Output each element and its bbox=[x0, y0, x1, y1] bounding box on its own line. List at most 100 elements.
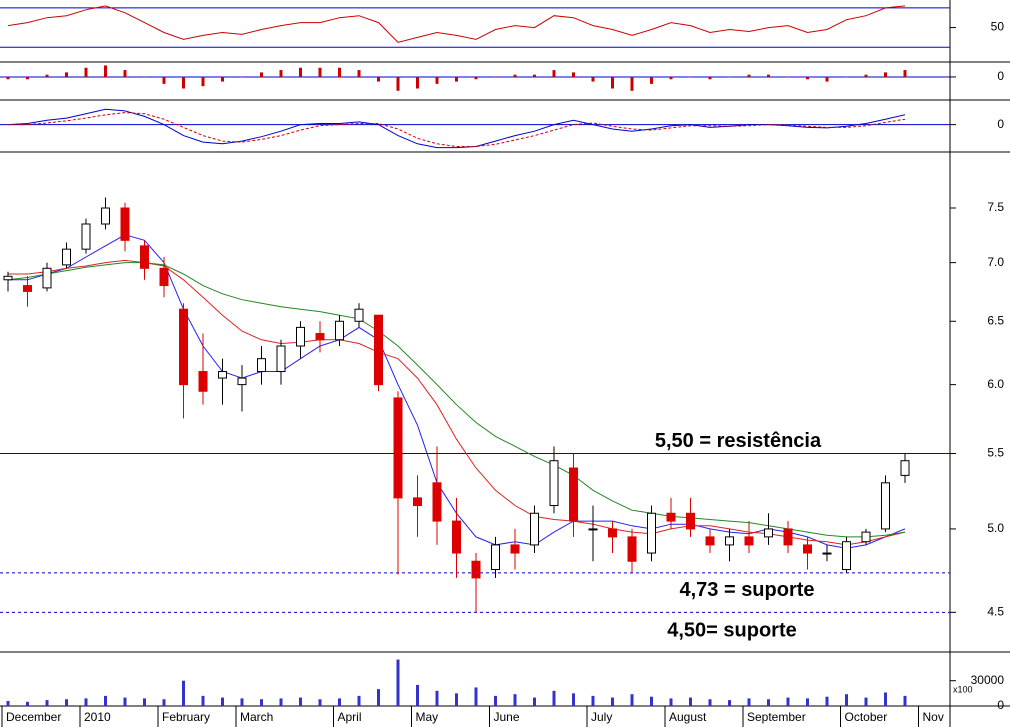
candle-body bbox=[179, 308, 188, 386]
candle-body bbox=[608, 528, 617, 538]
bar bbox=[318, 699, 322, 706]
x-tick-label: December bbox=[6, 710, 61, 724]
bar bbox=[416, 76, 419, 89]
candle-body bbox=[23, 285, 32, 292]
bar bbox=[864, 697, 868, 706]
bar bbox=[494, 76, 497, 78]
x-tick-label: October bbox=[845, 710, 888, 724]
bar bbox=[26, 701, 29, 706]
candle-body bbox=[354, 308, 364, 322]
bar bbox=[767, 74, 770, 77]
indicator-line bbox=[7, 5, 906, 43]
bar bbox=[572, 72, 575, 77]
bar bbox=[338, 698, 341, 706]
bar bbox=[279, 698, 283, 706]
bar bbox=[162, 76, 166, 84]
bar bbox=[825, 76, 829, 82]
bar bbox=[221, 76, 224, 82]
annotation: 4,50= suporte bbox=[667, 620, 797, 642]
bar bbox=[318, 67, 322, 77]
bar bbox=[357, 70, 361, 77]
bar bbox=[377, 689, 380, 706]
candle-body bbox=[452, 520, 461, 554]
candle-body bbox=[647, 512, 656, 554]
bar bbox=[611, 697, 614, 706]
y-tick-label: 6.0 bbox=[987, 377, 1004, 391]
bar bbox=[377, 76, 380, 82]
bar bbox=[299, 697, 302, 706]
bar bbox=[630, 694, 634, 706]
candle-body bbox=[218, 371, 227, 379]
y-tick-label: 30000 bbox=[971, 673, 1005, 687]
bar bbox=[845, 76, 848, 78]
y-tick-label: 5.0 bbox=[987, 521, 1004, 535]
bar bbox=[455, 76, 458, 82]
y-tick-label: 7.0 bbox=[987, 255, 1004, 269]
bar bbox=[201, 695, 205, 706]
candle-body bbox=[432, 482, 442, 522]
bar bbox=[474, 687, 478, 706]
bar bbox=[338, 67, 341, 77]
bar bbox=[65, 699, 68, 706]
bar bbox=[903, 70, 907, 77]
bar bbox=[786, 76, 790, 78]
bar bbox=[45, 700, 49, 706]
candle-body bbox=[237, 377, 247, 386]
bar bbox=[45, 74, 49, 77]
candle-body bbox=[198, 371, 208, 392]
candle-body bbox=[861, 531, 871, 543]
x-tick-label: March bbox=[240, 710, 273, 724]
candle-body bbox=[374, 314, 383, 386]
y-tick-label: 50 bbox=[991, 20, 1005, 34]
bar bbox=[689, 76, 692, 78]
candle-body bbox=[842, 541, 851, 571]
bar bbox=[767, 699, 770, 706]
bar bbox=[435, 76, 439, 84]
candle-body bbox=[744, 536, 754, 546]
bar bbox=[84, 698, 88, 706]
y-tick-label: 0 bbox=[997, 117, 1004, 131]
bar bbox=[650, 76, 653, 84]
y-tick-label: 5.5 bbox=[987, 446, 1004, 460]
x-tick-label: July bbox=[591, 710, 612, 724]
bar bbox=[903, 695, 907, 706]
bar bbox=[825, 696, 829, 706]
candle-body bbox=[335, 320, 344, 341]
bar bbox=[864, 74, 868, 77]
candle-body bbox=[315, 333, 325, 341]
bar bbox=[669, 698, 673, 706]
bar bbox=[65, 72, 68, 77]
candle-body bbox=[393, 397, 403, 499]
candle-body bbox=[62, 248, 71, 266]
annotation: 5,50 = resistência bbox=[655, 430, 822, 452]
x-tick-label: May bbox=[416, 710, 439, 724]
bar bbox=[728, 76, 731, 78]
bar bbox=[84, 67, 88, 77]
bar bbox=[630, 76, 634, 91]
bar bbox=[845, 694, 848, 706]
candle-body bbox=[3, 275, 13, 281]
x-tick-label: Nov bbox=[923, 710, 944, 724]
candle-body bbox=[588, 528, 598, 531]
bar bbox=[591, 695, 595, 706]
bar bbox=[221, 697, 224, 706]
bar bbox=[455, 693, 458, 706]
candle-body bbox=[120, 207, 130, 241]
candle-body bbox=[705, 536, 715, 546]
bar bbox=[689, 697, 692, 706]
bar bbox=[201, 76, 205, 87]
candle-body bbox=[81, 223, 91, 250]
bar bbox=[533, 74, 536, 77]
bar bbox=[747, 698, 751, 706]
bar bbox=[669, 76, 673, 80]
candle-body bbox=[803, 544, 812, 554]
candle-body bbox=[42, 267, 52, 289]
candle-body bbox=[549, 460, 559, 507]
candle-body bbox=[881, 482, 890, 530]
candle-body bbox=[569, 467, 578, 522]
candle-body bbox=[491, 544, 500, 571]
bar bbox=[240, 76, 244, 78]
bar bbox=[260, 72, 263, 77]
bar bbox=[611, 76, 614, 89]
